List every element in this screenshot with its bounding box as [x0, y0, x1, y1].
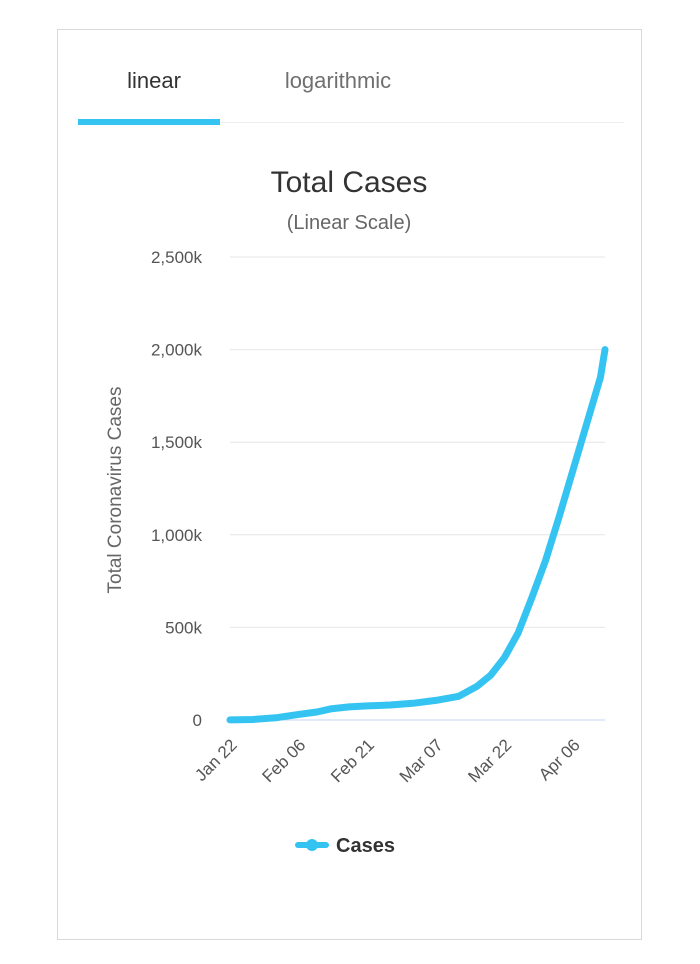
y-tick-label: 1,000k	[151, 526, 203, 545]
series-line-cases	[226, 346, 609, 724]
legend[interactable]: Cases	[295, 835, 395, 857]
y-tick-label: 1,500k	[151, 433, 203, 452]
y-axis-label: Total Coronavirus Cases	[105, 387, 126, 594]
x-tick-label: Mar 07	[396, 735, 447, 786]
active-tab-indicator	[78, 119, 220, 125]
x-tick-label: Feb 06	[259, 735, 310, 786]
scale-tabs: linear logarithmic	[78, 30, 624, 123]
x-tick-label: Mar 22	[464, 735, 515, 786]
chart-title: Total Cases	[271, 166, 428, 199]
x-tick-label: Jan 22	[191, 735, 241, 785]
legend-marker	[306, 839, 318, 851]
x-tick-labels: Jan 22 Feb 06 Feb 21 Mar 07 Mar 22 Apr 06	[191, 735, 584, 786]
series-group	[226, 346, 609, 724]
chart-subtitle: (Linear Scale)	[287, 212, 412, 234]
x-tick-label: Feb 21	[327, 735, 378, 786]
y-tick-label: 0	[193, 711, 202, 730]
legend-label-cases: Cases	[336, 835, 395, 857]
grid-lines	[230, 256, 605, 721]
y-tick-labels: 0 500k 1,000k 1,500k 2,000k 2,500k	[151, 248, 203, 730]
tab-linear[interactable]: linear	[127, 68, 181, 93]
x-tick-label: Apr 06	[535, 735, 584, 784]
y-tick-label: 2,500k	[151, 248, 203, 267]
chart-card: linear logarithmic	[57, 29, 642, 940]
y-tick-label: 2,000k	[151, 341, 203, 360]
tab-logarithmic[interactable]: logarithmic	[284, 68, 392, 93]
y-tick-label: 500k	[165, 618, 202, 637]
